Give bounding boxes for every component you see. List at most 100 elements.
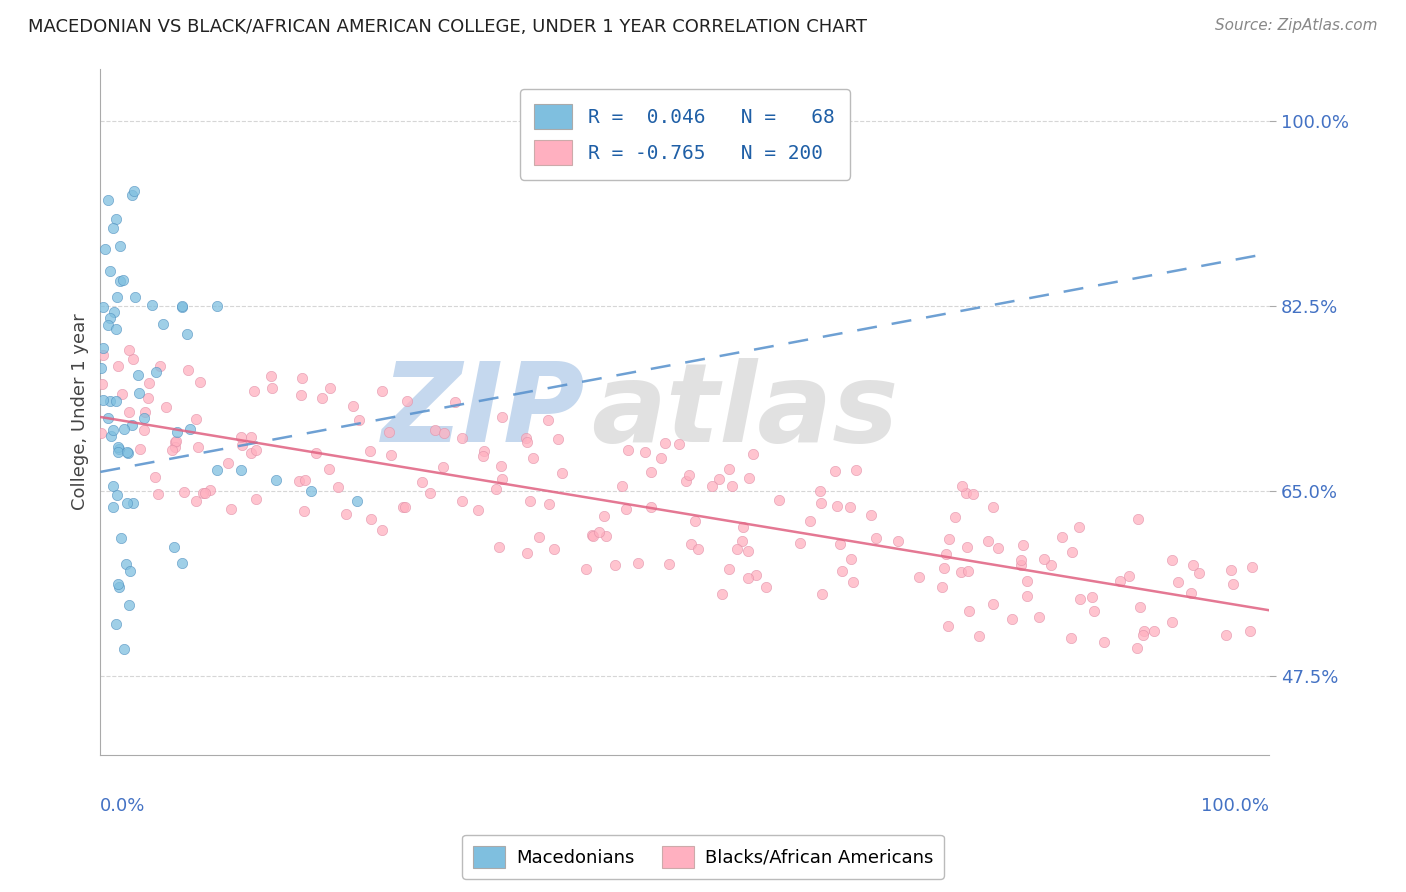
Point — [166, 425, 188, 439]
Point — [411, 475, 433, 489]
Point — [1188, 566, 1211, 580]
Point — [678, 468, 700, 483]
Point — [107, 359, 129, 373]
Point — [969, 629, 991, 643]
Point — [603, 558, 626, 572]
Point — [239, 430, 262, 444]
Point — [935, 547, 957, 561]
Point — [721, 479, 744, 493]
Point — [1081, 590, 1104, 604]
Point — [768, 492, 790, 507]
Point — [371, 523, 394, 537]
Point — [305, 446, 328, 460]
Point — [245, 443, 267, 458]
Point — [679, 537, 702, 551]
Point — [177, 363, 200, 377]
Point — [90, 360, 112, 375]
Point — [260, 369, 283, 384]
Point — [450, 431, 472, 445]
Point — [527, 530, 550, 544]
Point — [955, 486, 977, 500]
Point — [675, 475, 697, 489]
Point — [127, 368, 149, 382]
Point — [117, 599, 139, 613]
Point — [612, 479, 634, 493]
Point — [122, 352, 145, 367]
Point — [887, 534, 910, 549]
Point — [1050, 530, 1073, 544]
Text: 0.0%: 0.0% — [100, 797, 146, 814]
Point — [311, 391, 333, 405]
Point — [810, 587, 832, 601]
Point — [103, 479, 125, 493]
Point — [122, 495, 145, 509]
Point — [1133, 624, 1156, 639]
Point — [115, 495, 138, 509]
Point — [165, 434, 187, 449]
Point — [737, 543, 759, 558]
Point — [516, 435, 538, 450]
Point — [100, 429, 122, 443]
Point — [163, 540, 186, 554]
Point — [949, 565, 972, 579]
Point — [943, 510, 966, 524]
Point — [1160, 553, 1182, 567]
Point — [132, 423, 155, 437]
Text: MACEDONIAN VS BLACK/AFRICAN AMERICAN COLLEGE, UNDER 1 YEAR CORRELATION CHART: MACEDONIAN VS BLACK/AFRICAN AMERICAN COL… — [28, 18, 868, 36]
Point — [370, 384, 392, 399]
Legend: Macedonians, Blacks/African Americans: Macedonians, Blacks/African Americans — [463, 835, 943, 879]
Point — [588, 525, 610, 540]
Point — [117, 445, 139, 459]
Point — [957, 565, 980, 579]
Point — [91, 348, 114, 362]
Point — [956, 540, 979, 554]
Point — [172, 301, 194, 315]
Point — [108, 239, 131, 253]
Point — [118, 343, 141, 357]
Point — [616, 443, 638, 458]
Point — [291, 371, 314, 385]
Point — [808, 484, 831, 499]
Point — [668, 437, 690, 451]
Point — [1215, 627, 1237, 641]
Point — [97, 318, 120, 332]
Point — [194, 486, 217, 500]
Point — [118, 564, 141, 578]
Point — [219, 502, 242, 516]
Point — [962, 487, 984, 501]
Point — [91, 377, 114, 392]
Point — [90, 425, 112, 440]
Point — [91, 301, 114, 315]
Point — [936, 619, 959, 633]
Text: atlas: atlas — [591, 359, 898, 466]
Point — [938, 532, 960, 546]
Point — [198, 483, 221, 498]
Point — [907, 570, 929, 584]
Point — [1060, 631, 1083, 645]
Point — [627, 556, 650, 570]
Point — [931, 580, 953, 594]
Point — [981, 597, 1004, 611]
Point — [824, 464, 846, 478]
Point — [634, 444, 657, 458]
Point — [1083, 604, 1105, 618]
Point — [1062, 545, 1084, 559]
Point — [188, 375, 211, 389]
Point — [1132, 628, 1154, 642]
Point — [419, 485, 441, 500]
Point — [595, 529, 617, 543]
Point — [865, 531, 887, 545]
Point — [107, 580, 129, 594]
Point — [96, 411, 118, 425]
Point — [686, 541, 709, 556]
Point — [488, 540, 510, 554]
Text: 100.0%: 100.0% — [1201, 797, 1270, 814]
Point — [467, 503, 489, 517]
Point — [318, 462, 340, 476]
Point — [187, 441, 209, 455]
Point — [94, 243, 117, 257]
Point — [1017, 574, 1039, 589]
Point — [107, 445, 129, 459]
Point — [394, 500, 416, 514]
Point — [110, 274, 132, 288]
